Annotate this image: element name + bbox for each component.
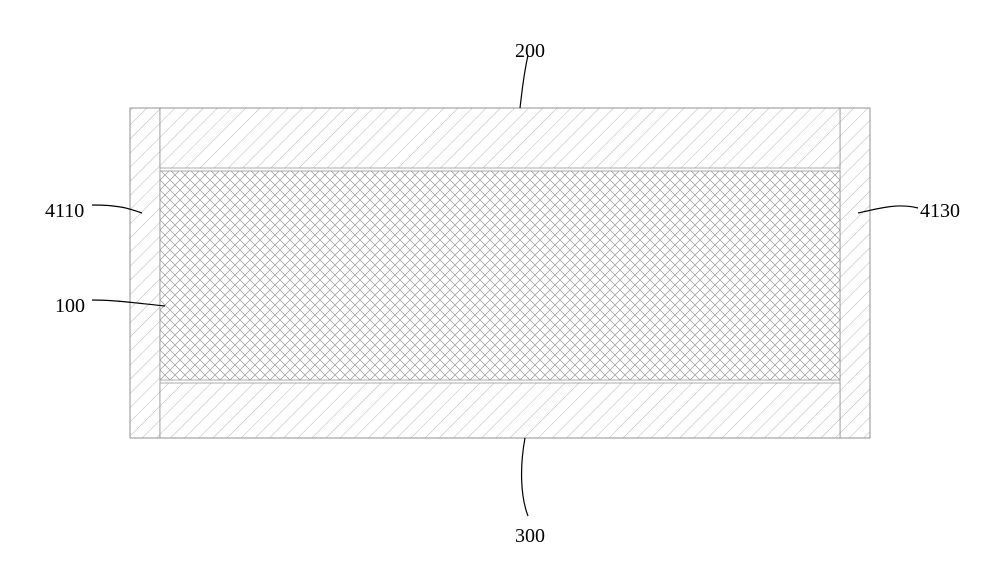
right-strip [840, 108, 870, 438]
bottom-band [160, 383, 840, 438]
diagram-stage: 200 4110 100 4130 300 [0, 0, 1000, 585]
top-band [160, 108, 840, 168]
left-strip [130, 108, 160, 438]
diagram-svg [0, 0, 1000, 585]
center-crosshatch [160, 171, 840, 380]
label-c300: 300 [515, 525, 545, 548]
label-c200: 200 [515, 40, 545, 63]
label-c100: 100 [55, 295, 85, 318]
label-c4110: 4110 [45, 200, 84, 223]
label-c4130: 4130 [920, 200, 960, 223]
leader-c300 [522, 438, 528, 516]
